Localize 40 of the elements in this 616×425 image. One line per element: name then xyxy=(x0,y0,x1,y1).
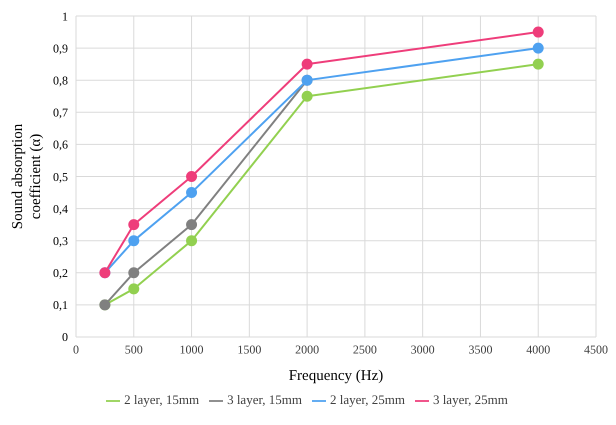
x-tick-label: 2000 xyxy=(295,342,320,357)
y-tick-label: 0,2 xyxy=(53,266,68,280)
point xyxy=(128,283,140,294)
x-tick-label: 4000 xyxy=(526,342,550,357)
x-axis-title: Frequency (Hz) xyxy=(288,368,384,384)
legend-label: 3 layer, 25mm xyxy=(432,392,508,407)
point xyxy=(532,58,544,70)
point xyxy=(128,219,140,230)
y-tick-label: 1 xyxy=(62,9,68,24)
y-axis-title: Sound absorption coefficient (α) xyxy=(10,123,44,230)
point xyxy=(186,187,198,198)
x-tick-label: 500 xyxy=(124,342,143,357)
point xyxy=(128,267,140,278)
point xyxy=(186,219,198,230)
legend-label: 2 layer, 25mm xyxy=(330,392,405,407)
y-tick-label: 0,7 xyxy=(53,106,68,120)
point xyxy=(128,235,140,246)
y-tick-label: 0,6 xyxy=(53,138,68,152)
x-tick-label: 1000 xyxy=(180,342,204,357)
point xyxy=(532,26,544,38)
legend-label: 3 layer, 15mm xyxy=(227,392,302,407)
y-tick-label: 0,5 xyxy=(53,170,68,184)
y-tick-label: 0,1 xyxy=(53,298,68,312)
point xyxy=(302,58,313,70)
x-tick-label: 2500 xyxy=(352,342,377,357)
y-tick-label: 0,8 xyxy=(53,73,68,88)
point xyxy=(302,90,313,102)
y-tick-label: 0,9 xyxy=(53,41,68,56)
x-tick-label: 4500 xyxy=(584,342,608,357)
x-tick-label: 1500 xyxy=(237,342,262,357)
y-tick-label: 0 xyxy=(62,330,68,344)
y-tick-label: 0,3 xyxy=(53,234,68,248)
x-tick-label: 0 xyxy=(73,342,79,357)
y-tick-label: 0,4 xyxy=(53,202,68,216)
x-tick-label: 3500 xyxy=(468,342,492,357)
point xyxy=(186,170,198,182)
x-tick-label: 3000 xyxy=(410,342,435,357)
point xyxy=(186,235,198,246)
point xyxy=(532,42,544,54)
legend-label: 2 layer, 15mm xyxy=(124,392,200,407)
